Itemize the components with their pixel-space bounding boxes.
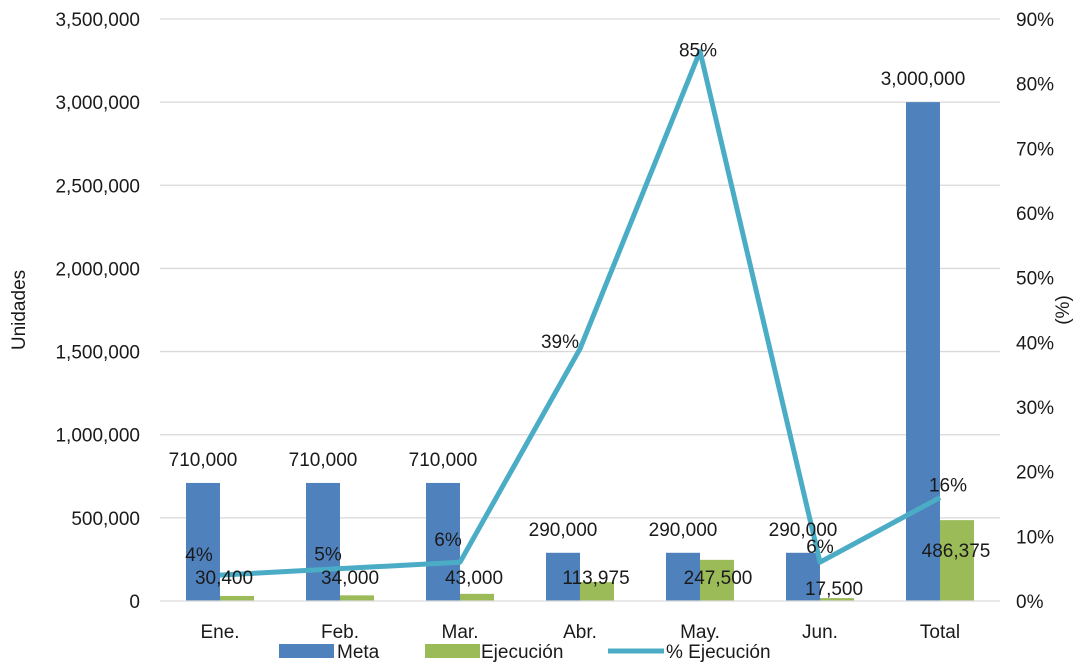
bar-meta <box>186 482 220 601</box>
bar-ejecucion <box>700 559 734 601</box>
label-pct-ejecucion: 6% <box>806 537 834 558</box>
y-tick-label: 2,500,000 <box>55 176 140 197</box>
label-ejecucion: 486,375 <box>922 541 991 562</box>
x-tick-label: Abr. <box>563 622 597 643</box>
line-layer <box>219 48 942 578</box>
y2-tick-label: 30% <box>1016 398 1054 419</box>
label-pct-ejecucion: 39% <box>541 332 579 353</box>
bar-ejecucion <box>940 520 974 601</box>
legend-label-ejecucion: Ejecución <box>481 642 563 663</box>
bar-meta <box>906 102 940 602</box>
label-meta: 710,000 <box>409 450 478 471</box>
y-tick-label: 1,000,000 <box>55 426 140 447</box>
label-pct-ejecucion: 5% <box>314 545 342 566</box>
label-pct-ejecucion: 16% <box>929 476 967 497</box>
line-pct-ejecucion <box>219 48 942 578</box>
y2-tick-label: 10% <box>1016 527 1054 548</box>
data-labels: 710,000 710,000 710,000 290,000 290,000 290,0… <box>169 40 991 600</box>
bar-meta <box>306 482 340 601</box>
y2-tick-label: 60% <box>1016 204 1054 225</box>
y2-tick-label: 70% <box>1016 139 1054 160</box>
axes: 0 500,000 1,000,000 1,500,000 2,000,000 2,500… <box>9 10 1074 643</box>
y-tick-label: 3,500,000 <box>55 10 140 31</box>
label-pct-ejecucion: 6% <box>434 530 462 551</box>
bar-ejecucion <box>580 582 614 601</box>
label-pct-ejecucion: 4% <box>185 545 213 566</box>
y-axis-title: Unidades <box>9 270 30 350</box>
y2-axis-title: (%) <box>1053 295 1074 325</box>
y-tick-label: 0 <box>129 592 140 613</box>
y2-tick-label: 90% <box>1016 10 1054 31</box>
label-ejecucion: 30,400 <box>195 568 253 589</box>
x-tick-label: Total <box>920 622 960 643</box>
label-meta: 290,000 <box>649 520 718 541</box>
bar-ejecucion <box>340 595 374 601</box>
legend-label-meta: Meta <box>337 642 380 663</box>
label-pct-ejecucion: 85% <box>679 40 717 61</box>
legend-swatch-meta <box>279 644 334 658</box>
label-ejecucion: 247,500 <box>684 568 753 589</box>
y-tick-label: 500,000 <box>71 509 140 530</box>
y2-tick-label: 50% <box>1016 269 1054 290</box>
bar-ejecucion <box>460 593 494 601</box>
x-tick-label: Jun. <box>802 622 838 643</box>
bar-meta <box>786 552 820 601</box>
y2-tick-label: 0% <box>1016 592 1044 613</box>
y-tick-label: 3,000,000 <box>55 93 140 114</box>
legend-swatch-ejecucion <box>425 644 480 658</box>
y2-tick-label: 20% <box>1016 463 1054 484</box>
y2-tick-label: 40% <box>1016 333 1054 354</box>
label-ejecucion: 34,000 <box>321 568 379 589</box>
x-tick-label: Ene. <box>200 622 239 643</box>
legend-label-pct-ejecucion: % Ejecución <box>666 642 771 663</box>
x-tick-label: May. <box>680 622 720 643</box>
label-meta: 290,000 <box>529 520 598 541</box>
label-meta: 290,000 <box>769 520 838 541</box>
label-ejecucion: 17,500 <box>805 579 863 600</box>
label-meta: 3,000,000 <box>881 69 966 90</box>
y2-tick-label: 80% <box>1016 75 1054 96</box>
x-tick-label: Feb. <box>321 622 359 643</box>
bar-meta <box>426 482 460 601</box>
label-meta: 710,000 <box>169 450 238 471</box>
x-tick-label: Mar. <box>442 622 479 643</box>
y-tick-label: 2,000,000 <box>55 259 140 280</box>
bars <box>186 102 974 602</box>
bar-ejecucion <box>220 595 254 601</box>
label-ejecucion: 113,975 <box>562 568 629 589</box>
gridlines <box>160 18 1000 519</box>
label-ejecucion: 43,000 <box>445 568 503 589</box>
label-meta: 710,000 <box>289 450 358 471</box>
bar-meta <box>666 552 700 601</box>
y-tick-label: 1,500,000 <box>55 343 140 364</box>
legend: Meta Ejecución % Ejecución <box>279 642 771 663</box>
bar-ejecucion <box>820 598 854 601</box>
bar-meta <box>546 552 580 601</box>
